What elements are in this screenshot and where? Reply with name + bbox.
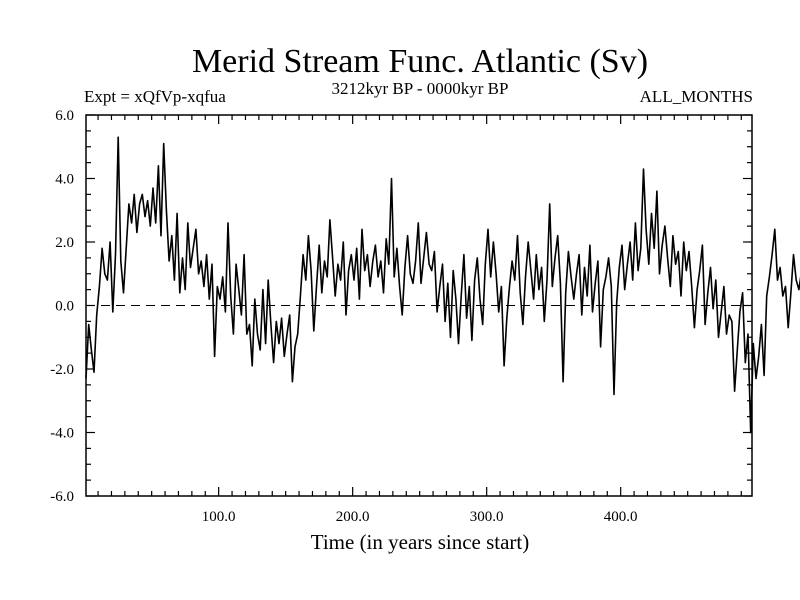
y-tick-label: 4.0: [55, 172, 74, 188]
y-tick-label: 6.0: [55, 108, 74, 124]
y-tick-label: 0.0: [55, 299, 74, 315]
chart-subtitle-center: 3212kyr BP - 0000kyr BP: [332, 79, 509, 98]
y-tick-label: -6.0: [50, 489, 74, 505]
series-line: [85, 136, 800, 434]
y-tick-label: -2.0: [50, 362, 74, 378]
y-axis-ticks: 6.0 4.0 2.0 0.0 -2.0 -4.0 -6.0: [50, 108, 752, 505]
x-tick-label: 100.0: [202, 509, 236, 525]
x-axis-ticks: 100.0 200.0 300.0 400.0: [97, 115, 742, 525]
chart-subtitle-right: ALL_MONTHS: [640, 87, 753, 106]
x-axis-label: Time (in years since start): [311, 530, 530, 554]
x-tick-label: 200.0: [336, 509, 370, 525]
x-tick-label: 400.0: [604, 509, 638, 525]
y-tick-label: -4.0: [50, 426, 74, 442]
chart-subtitle-left: Expt = xQfVp-xqfua: [84, 87, 226, 106]
x-tick-label: 300.0: [470, 509, 504, 525]
y-tick-label: 2.0: [55, 235, 74, 251]
chart-title: Merid Stream Func. Atlantic (Sv): [192, 43, 648, 80]
